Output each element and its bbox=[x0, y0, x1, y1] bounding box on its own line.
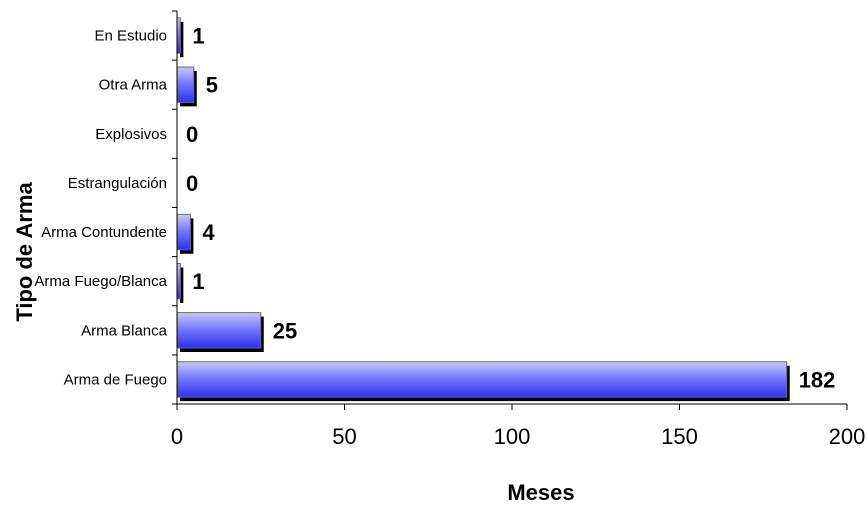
category-label: En Estudio bbox=[94, 28, 167, 45]
axes-layer bbox=[172, 10, 848, 410]
labels-layer: En Estudio 1 Otra Arma 5 Explosivos 0 Estrangu… bbox=[34, 24, 865, 449]
category-label: Otra Arma bbox=[99, 77, 168, 94]
bar-shadow bbox=[180, 267, 184, 303]
category-label: Arma Contundente bbox=[41, 224, 167, 241]
bar bbox=[176, 263, 181, 300]
value-label: 5 bbox=[206, 73, 218, 98]
bar bbox=[176, 312, 262, 349]
bar bbox=[176, 17, 181, 54]
value-label: 25 bbox=[273, 318, 297, 343]
category-label: Arma Fuego/Blanca bbox=[34, 273, 167, 290]
x-tick-label: 50 bbox=[332, 424, 356, 449]
bar bbox=[176, 213, 191, 251]
category-label: Arma Blanca bbox=[81, 322, 168, 339]
y-axis-title: Tipo de Arma bbox=[12, 182, 37, 322]
x-tick-label: 100 bbox=[494, 424, 531, 449]
x-tick-label: 200 bbox=[829, 424, 866, 449]
value-label: 0 bbox=[186, 171, 198, 196]
value-label: 1 bbox=[192, 269, 204, 294]
bar-shadow bbox=[180, 21, 184, 58]
bar bbox=[176, 361, 788, 398]
x-tick-label: 0 bbox=[171, 424, 183, 449]
category-label: Estrangulación bbox=[68, 175, 167, 192]
category-label: Explosivos bbox=[95, 126, 167, 143]
category-label: Arma de Fuego bbox=[64, 371, 167, 388]
value-label: 0 bbox=[186, 122, 198, 147]
value-label: 182 bbox=[799, 367, 836, 392]
value-label: 1 bbox=[192, 24, 204, 49]
bars-layer bbox=[176, 17, 790, 402]
value-label: 4 bbox=[202, 220, 215, 245]
x-axis-title: Meses bbox=[507, 480, 574, 505]
x-tick-label: 150 bbox=[661, 424, 698, 449]
bar bbox=[176, 66, 195, 103]
